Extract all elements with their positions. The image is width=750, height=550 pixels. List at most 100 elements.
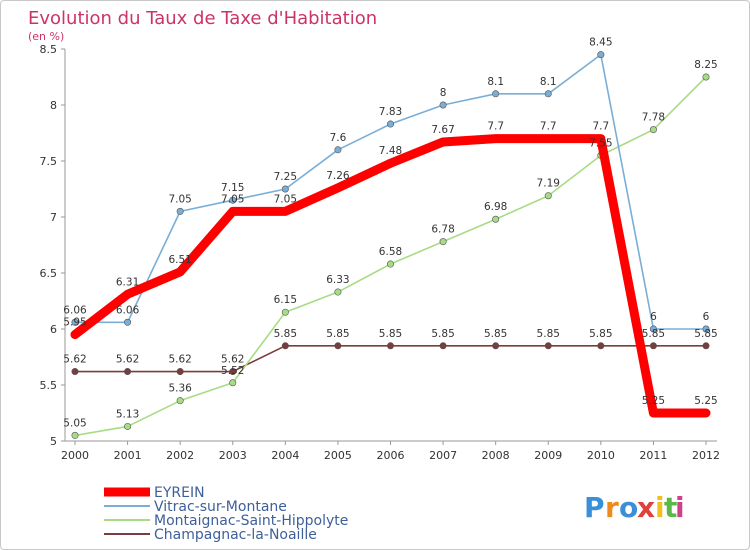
data-label: 5.85 — [589, 328, 612, 340]
data-point — [439, 238, 447, 246]
data-point — [492, 342, 500, 350]
y-tick-label: 5.5 — [40, 379, 58, 392]
logo-letter: o — [619, 491, 638, 524]
data-point — [649, 342, 657, 350]
data-label: 5.85 — [326, 328, 349, 340]
data-point — [702, 325, 710, 333]
x-tick-label: 2002 — [166, 449, 194, 462]
x-tick-label: 2011 — [639, 449, 667, 462]
data-label: 5.85 — [484, 328, 507, 340]
data-label: 5.85 — [642, 328, 665, 340]
data-point — [124, 318, 132, 326]
x-tick-label: 2009 — [534, 449, 562, 462]
data-label: 7.7 — [540, 121, 557, 133]
legend: EYREINVitrac-sur-MontaneMontaignac-Saint… — [104, 485, 348, 543]
data-label: 8 — [440, 87, 447, 99]
data-point — [544, 192, 552, 200]
data-point — [281, 185, 289, 193]
data-point — [439, 101, 447, 109]
x-tick-label: 2007 — [429, 449, 457, 462]
data-point — [229, 379, 237, 387]
data-point — [649, 325, 657, 333]
data-point — [124, 422, 132, 430]
data-label: 5.62 — [116, 354, 139, 366]
data-label: 6.33 — [326, 274, 349, 286]
data-label: 6.15 — [274, 294, 297, 306]
data-point — [176, 368, 184, 376]
data-point — [282, 208, 289, 215]
data-label: 7.67 — [431, 124, 454, 136]
data-label: 7.55 — [589, 137, 612, 149]
logo-letter: i — [675, 491, 685, 524]
data-point — [71, 318, 79, 326]
data-point — [176, 207, 184, 215]
data-label: 7.26 — [326, 170, 350, 182]
data-label: 5.62 — [168, 354, 191, 366]
axes: 5 5.5 6 6.5 7 7.5 8 8.5 2000 2001 2002 2003 2004 2005… — [40, 43, 721, 462]
data-label: 7.48 — [379, 145, 402, 157]
chart-subtitle: (en %) — [28, 30, 64, 43]
data-label: 5.13 — [116, 408, 139, 420]
data-label: 6.78 — [431, 224, 454, 236]
data-point — [334, 288, 342, 296]
data-point — [281, 308, 289, 316]
data-label: 7.6 — [330, 132, 347, 144]
data-point — [176, 397, 184, 405]
data-label: 7.19 — [537, 178, 560, 190]
data-point — [71, 431, 79, 439]
data-label: 7.83 — [379, 106, 402, 118]
logo-letter: P — [584, 491, 605, 524]
y-tick-label: 8.5 — [40, 43, 58, 56]
x-tick-label: 2001 — [114, 449, 142, 462]
series-1 — [70, 134, 711, 418]
data-label: 5.85 — [537, 328, 560, 340]
data-point — [439, 342, 447, 350]
data-label: 7.7 — [487, 121, 504, 133]
data-label: 7.25 — [274, 171, 297, 183]
logo-letter: i — [655, 491, 665, 524]
data-labels: 5.62 5.62 5.62 5.62 5.85 5.85 5.85 5.85 5.85 5.85… — [63, 37, 717, 430]
data-label: 7.05 — [221, 193, 244, 205]
x-tick-label: 2010 — [587, 449, 615, 462]
data-label: 5.62 — [221, 354, 244, 366]
legend-label: Champagnac-la-Noaille — [154, 527, 317, 543]
series-4 — [71, 342, 710, 376]
data-label: 8.25 — [694, 59, 717, 71]
data-point — [281, 342, 289, 350]
data-label: 6 — [703, 311, 710, 323]
y-tick-label: 8 — [50, 99, 57, 112]
data-point — [387, 160, 394, 167]
data-point — [544, 90, 552, 98]
data-point — [544, 342, 552, 350]
legend-label: EYREIN — [154, 485, 205, 501]
data-label: 5.85 — [694, 328, 717, 340]
data-label: 6.06 — [63, 304, 87, 316]
logo-letter: x — [637, 491, 655, 524]
data-point — [386, 260, 394, 268]
data-point — [334, 342, 342, 350]
y-tick-label: 6 — [50, 323, 57, 336]
data-point — [440, 138, 447, 145]
data-label: 5.85 — [379, 328, 402, 340]
x-tick-label: 2005 — [324, 449, 352, 462]
data-point — [386, 120, 394, 128]
data-point — [229, 368, 237, 376]
x-tick-label: 2000 — [61, 449, 89, 462]
legend-label: Vitrac-sur-Montane — [154, 499, 287, 515]
x-tick-label: 2006 — [377, 449, 405, 462]
data-label: 6.06 — [116, 304, 140, 316]
data-label: 6.98 — [484, 201, 507, 213]
data-point — [229, 208, 236, 215]
data-label: 6.58 — [379, 246, 402, 258]
data-label: 8.1 — [540, 76, 557, 88]
logo-letter: r — [605, 491, 619, 524]
data-point — [703, 410, 709, 416]
data-point — [597, 135, 604, 142]
data-label: 7.7 — [592, 121, 609, 133]
y-tick-label: 6.5 — [40, 267, 58, 280]
data-point — [124, 368, 132, 376]
data-label: 5.52 — [221, 365, 244, 377]
data-point — [492, 90, 500, 98]
